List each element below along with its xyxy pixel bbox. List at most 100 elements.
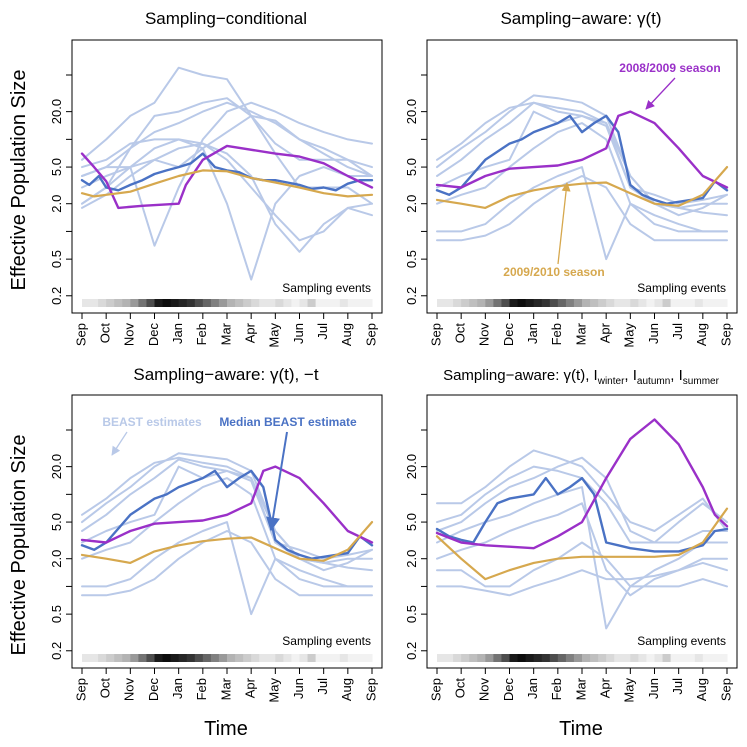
panel-plot-area: 0.2 0.5 2.0 5.0 20.0 Sep Oct Nov Dec Jan Feb Mar Apr… xyxy=(49,39,383,348)
x-axis-label-right: Time xyxy=(559,718,603,740)
y-tick-label: 20.0 xyxy=(49,99,64,124)
sampling-event-cell xyxy=(630,299,639,307)
sampling-events-strip xyxy=(437,654,728,662)
sampling-event-cell xyxy=(533,299,543,307)
sampling-event-cell xyxy=(622,654,631,662)
sampling-event-cell xyxy=(235,654,244,662)
x-tick-label: May xyxy=(622,678,637,703)
sampling-event-cell xyxy=(202,654,212,662)
y-axis-label-top: Effective Population Size xyxy=(8,70,30,291)
sampling-event-cell xyxy=(590,299,599,307)
x-tick-label: Jul xyxy=(670,678,685,695)
sampling-event-cell xyxy=(541,299,551,307)
sampling-event-cell xyxy=(517,299,527,307)
y-tick-label: 2.0 xyxy=(404,195,419,213)
sampling-event-cell xyxy=(702,299,712,307)
x-tick-label: Jul xyxy=(315,678,330,695)
series-line-median xyxy=(435,114,729,205)
y-tick-label: 0.2 xyxy=(404,642,419,660)
sampling-event-cell xyxy=(565,654,575,662)
x-tick-label: Sep xyxy=(73,323,88,346)
sampling-event-cell xyxy=(501,299,510,307)
sampling-event-cell xyxy=(710,299,720,307)
sampling-event-cell xyxy=(525,299,535,307)
arrow-beast-estimates xyxy=(111,431,128,456)
series-line-beast xyxy=(81,138,373,242)
sampling-event-cell xyxy=(138,299,147,307)
sampling-events-label: Sampling events xyxy=(282,281,371,295)
sampling-event-cell xyxy=(614,654,623,662)
sampling-event-cell xyxy=(363,654,373,662)
y-tick-label: 0.2 xyxy=(49,642,64,660)
arrow-2009-2010-season xyxy=(557,182,571,265)
x-tick-label: Aug xyxy=(339,678,354,701)
sampling-event-cell xyxy=(154,654,164,662)
x-tick-label: Oct xyxy=(453,678,468,699)
sampling-event-cell xyxy=(122,654,131,662)
sampling-event-cell xyxy=(477,654,486,662)
sampling-event-cell xyxy=(622,299,631,307)
panel-sampling-aware-seasonal: Sampling−aware: γ(t), Iwinter, Iautumn, … xyxy=(404,367,738,703)
sampling-event-cell xyxy=(130,654,139,662)
x-tick-label: Jun xyxy=(646,678,661,699)
sampling-event-cell xyxy=(582,654,591,662)
y-axis-label-bottom: Effective Population Size xyxy=(8,435,30,656)
x-tick-label: Apr xyxy=(243,677,258,698)
sampling-event-cell xyxy=(339,654,349,662)
y-tick-label: 2.0 xyxy=(49,550,64,568)
sampling-event-cell xyxy=(614,299,623,307)
y-tick-label: 0.5 xyxy=(49,605,64,623)
sampling-event-cell xyxy=(718,299,728,307)
sampling-event-cell xyxy=(82,654,91,662)
series-line-beast xyxy=(81,101,373,177)
sampling-event-cell xyxy=(90,299,99,307)
sampling-event-cell xyxy=(227,299,236,307)
x-tick-label: Sep xyxy=(428,323,443,346)
y-tick-label: 5.0 xyxy=(49,513,64,531)
x-tick-label: Sep xyxy=(428,678,443,701)
sampling-event-cell xyxy=(549,654,559,662)
annotation-beast-estimates: BEAST estimates xyxy=(102,415,202,429)
title-subscript: summer xyxy=(683,376,720,387)
series-line-beast xyxy=(81,66,373,169)
sampling-event-cell xyxy=(485,299,494,307)
series-line-beast xyxy=(81,101,373,247)
x-tick-label: Apr xyxy=(243,322,258,343)
annotation-median-beast-estimate: Median BEAST estimate xyxy=(219,415,357,429)
sampling-event-cell xyxy=(485,654,494,662)
sampling-event-cell xyxy=(138,654,147,662)
sampling-event-cell xyxy=(678,654,688,662)
series-line-beast xyxy=(81,114,373,177)
sampling-event-cell xyxy=(90,654,99,662)
sampling-event-cell xyxy=(307,299,317,307)
x-tick-label: Aug xyxy=(339,323,354,346)
panel-plot-area: 0.2 0.5 2.0 5.0 20.0 Sep Oct Nov Dec Jan Feb Mar Apr… xyxy=(404,39,738,348)
sampling-event-cell xyxy=(323,654,333,662)
x-tick-label: Oct xyxy=(453,323,468,344)
panel-sampling-conditional: Sampling−conditional 0.2 0.5 2.0 5.0 20.0 Sep… xyxy=(49,9,383,348)
title-text: , I xyxy=(624,367,637,384)
annotation-2009-2010-season: 2009/2010 season xyxy=(503,265,604,279)
sampling-event-cell xyxy=(251,654,260,662)
sampling-event-cell xyxy=(178,654,188,662)
sampling-event-cell xyxy=(331,299,341,307)
series-line-beast xyxy=(81,521,373,616)
sampling-event-cell xyxy=(299,299,309,307)
title-text: Sampling−aware: γ(t), I xyxy=(443,367,598,384)
sampling-event-cell xyxy=(323,299,333,307)
sampling-event-cell xyxy=(275,299,284,307)
sampling-event-cell xyxy=(678,299,688,307)
series-line-season0910 xyxy=(435,166,729,209)
x-tick-label: May xyxy=(267,323,282,348)
series-line-beast xyxy=(81,465,373,572)
series-line-beast xyxy=(436,449,728,532)
sampling-events-strip xyxy=(82,654,373,662)
annotation-2008-2009-season: 2008/2009 season xyxy=(619,61,720,75)
sampling-event-cell xyxy=(453,299,462,307)
sampling-event-cell xyxy=(662,299,672,307)
sampling-event-cell xyxy=(445,299,454,307)
arrow-median-beast-estimate xyxy=(266,431,288,532)
x-tick-label: Mar xyxy=(573,322,588,345)
sampling-event-cell xyxy=(154,299,164,307)
